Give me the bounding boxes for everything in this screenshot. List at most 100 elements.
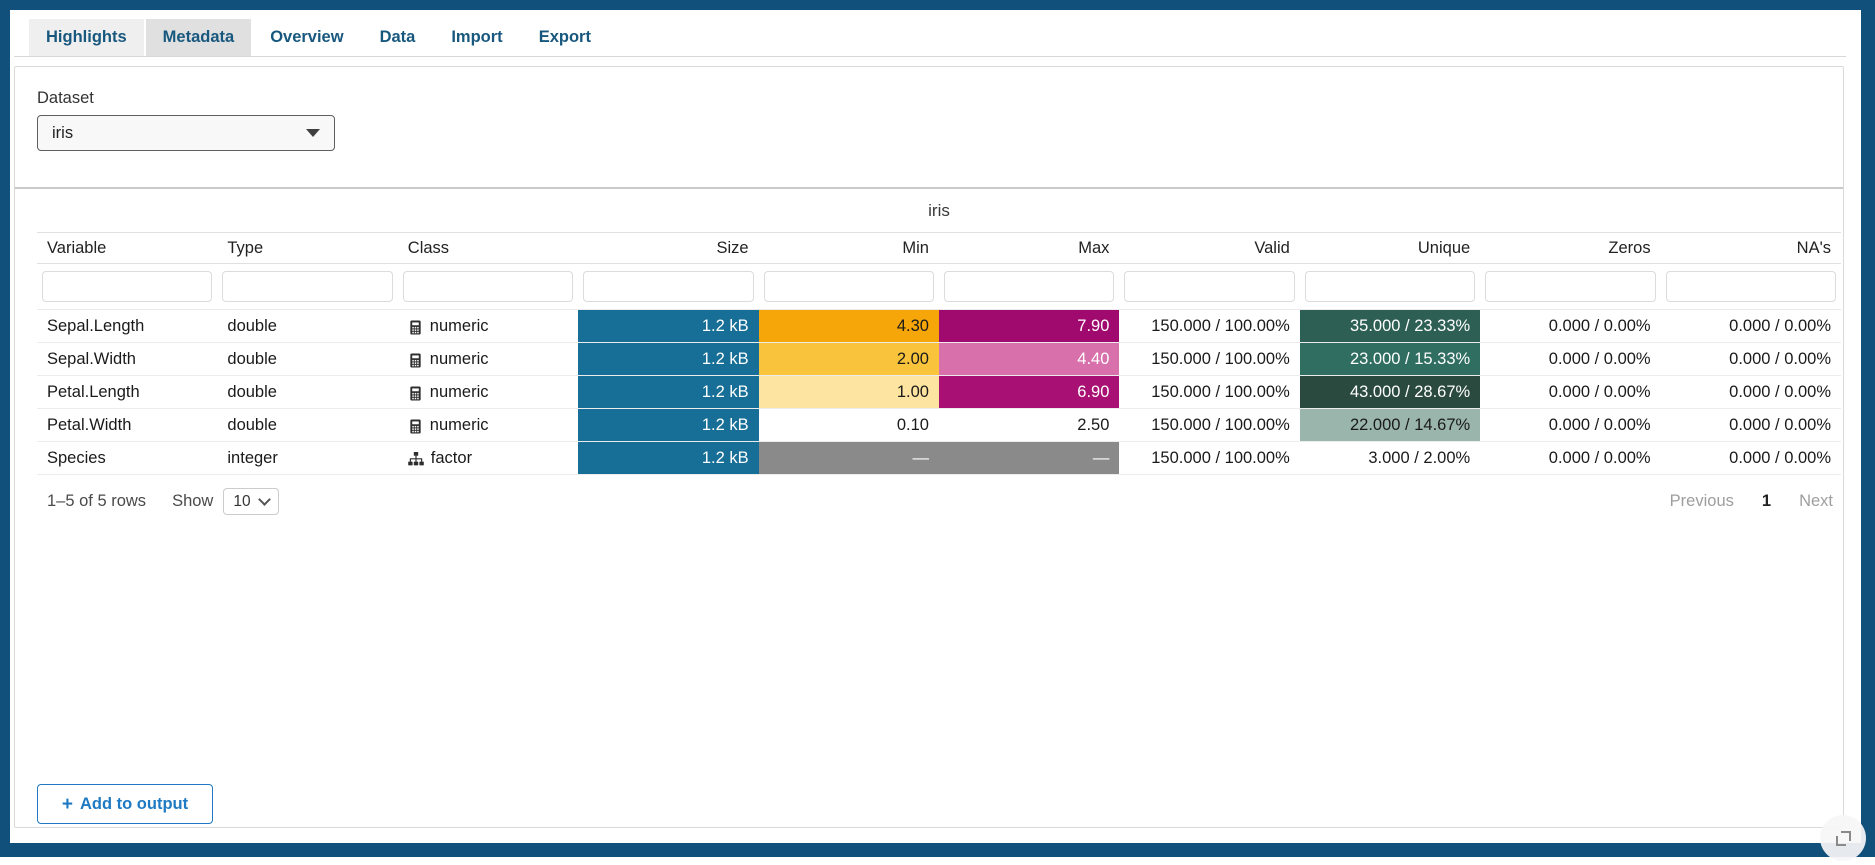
table-header-row: Variable Type Class Size Min Max Valid U… — [37, 232, 1841, 264]
column-header-unique[interactable]: Unique — [1417, 238, 1471, 257]
cell-zeros: 0.000 / 0.00% — [1548, 415, 1651, 434]
filter-input-size[interactable] — [583, 271, 754, 302]
sitemap-icon — [407, 452, 424, 466]
add-to-output-label: Add to output — [79, 794, 189, 813]
cell-variable: Petal.Width — [47, 415, 132, 434]
filter-input-valid[interactable] — [1124, 271, 1295, 302]
cell-class-label: numeric — [429, 382, 489, 401]
cell-valid: 150.000 / 100.00% — [1151, 349, 1290, 368]
column-header-nas[interactable]: NA's — [1796, 238, 1831, 257]
cell-unique: 23.000 / 15.33% — [1299, 343, 1481, 375]
tab-export[interactable]: Export — [538, 28, 591, 46]
cell-min: — — [758, 442, 939, 474]
cell-class-label: factor — [430, 448, 473, 467]
cell-size: 1.2 kB — [578, 409, 759, 441]
cell-size: 1.2 kB — [578, 343, 759, 375]
column-header-min[interactable]: Min — [902, 238, 929, 257]
cell-unique: 22.000 / 14.67% — [1299, 409, 1481, 441]
tab-overview[interactable]: Overview — [270, 28, 344, 46]
cell-size: 1.2 kB — [578, 310, 759, 342]
cell-min: 0.10 — [896, 415, 929, 434]
cell-type: integer — [227, 448, 278, 467]
cell-min: 4.30 — [758, 310, 939, 342]
dropdown-caret-icon — [306, 129, 320, 137]
window-frame-right — [1861, 0, 1875, 857]
filter-input-min[interactable] — [763, 271, 934, 302]
cell-nas: 0.000 / 0.00% — [1729, 415, 1831, 434]
cell-min: 2.00 — [758, 343, 939, 375]
table-row: Petal.Length double numeric 1.2 kB 1.00 … — [37, 376, 1841, 409]
pagination: Previous 1 Next — [1670, 492, 1833, 511]
dataset-select-value: iris — [52, 123, 74, 142]
filter-input-unique[interactable] — [1304, 271, 1476, 302]
cell-class-label: numeric — [429, 316, 489, 335]
column-header-type[interactable]: Type — [227, 238, 264, 257]
cell-type: double — [227, 316, 277, 335]
cell-class: numeric — [398, 376, 578, 408]
section-divider — [15, 187, 1843, 189]
expand-icon — [1835, 830, 1851, 846]
tab-data[interactable]: Data — [379, 28, 416, 46]
table-footer: 1–5 of 5 rows Show 10 Previous 1 Next — [37, 475, 1841, 515]
add-to-output-button[interactable]: + Add to output — [37, 784, 213, 824]
cell-unique: 3.000 / 2.00% — [1368, 448, 1471, 467]
filter-input-max[interactable] — [943, 271, 1115, 302]
cell-min: 1.00 — [758, 376, 939, 408]
cell-variable: Sepal.Length — [47, 316, 145, 335]
cell-valid: 150.000 / 100.00% — [1151, 448, 1290, 467]
cell-size: 1.2 kB — [578, 376, 759, 408]
row-range-text: 1–5 of 5 rows — [47, 492, 147, 510]
filter-input-class[interactable] — [402, 271, 574, 302]
tab-metadata[interactable]: Metadata — [145, 19, 252, 56]
column-header-variable[interactable]: Variable — [47, 238, 107, 257]
next-page-button[interactable]: Next — [1799, 492, 1833, 510]
dataset-select[interactable]: iris — [37, 115, 335, 151]
cell-zeros: 0.000 / 0.00% — [1548, 316, 1651, 335]
cell-type: double — [227, 349, 277, 368]
cell-valid: 150.000 / 100.00% — [1151, 415, 1290, 434]
filter-input-zeros[interactable] — [1485, 271, 1656, 302]
fullscreen-toggle-button[interactable] — [1820, 815, 1866, 861]
column-header-class[interactable]: Class — [407, 238, 450, 257]
cell-valid: 150.000 / 100.00% — [1151, 316, 1290, 335]
cell-class: numeric — [398, 409, 578, 441]
cell-type: double — [227, 415, 277, 434]
calculator-icon — [408, 319, 423, 335]
table-row: Petal.Width double numeric 1.2 kB 0.10 2… — [37, 409, 1841, 442]
tab-bar-divider — [14, 56, 1846, 57]
current-page-number[interactable]: 1 — [1761, 492, 1772, 510]
filter-input-nas[interactable] — [1665, 271, 1836, 302]
table-row: Sepal.Length double numeric 1.2 kB 4.30 … — [37, 310, 1841, 343]
table-filter-row — [37, 264, 1841, 310]
filter-input-variable[interactable] — [42, 271, 213, 302]
metadata-panel: Dataset iris iris Variable Type Class Si… — [14, 66, 1844, 828]
cell-class-label: numeric — [429, 349, 489, 368]
page-size-value: 10 — [233, 492, 251, 510]
window-frame-bottom — [0, 843, 1875, 857]
cell-type: double — [227, 382, 277, 401]
column-header-valid[interactable]: Valid — [1254, 238, 1290, 257]
cell-class: factor — [398, 442, 578, 474]
cell-size: 1.2 kB — [578, 442, 759, 474]
window-frame-top — [0, 0, 1875, 10]
tab-highlights[interactable]: Highlights — [29, 19, 144, 56]
cell-class: numeric — [398, 343, 578, 375]
column-header-zeros[interactable]: Zeros — [1608, 238, 1651, 257]
table-row: Sepal.Width double numeric 1.2 kB 2.00 4… — [37, 343, 1841, 376]
calculator-icon — [408, 352, 423, 368]
previous-page-button[interactable]: Previous — [1669, 492, 1734, 510]
column-header-size[interactable]: Size — [716, 238, 749, 257]
tab-import[interactable]: Import — [451, 28, 503, 46]
plus-icon: + — [61, 793, 73, 815]
calculator-icon — [408, 418, 423, 434]
cell-max: — — [938, 442, 1120, 474]
page-size-select[interactable]: 10 — [223, 488, 279, 515]
cell-unique: 43.000 / 28.67% — [1299, 376, 1481, 408]
metadata-table: iris Variable Type Class Size Min Max Va… — [37, 189, 1841, 515]
tab-bar: Highlights Metadata Overview Data Import… — [29, 19, 608, 56]
column-header-max[interactable]: Max — [1078, 238, 1110, 257]
chevron-down-icon — [257, 493, 271, 506]
filter-input-type[interactable] — [222, 271, 393, 302]
window-frame-left — [0, 0, 10, 857]
cell-nas: 0.000 / 0.00% — [1729, 382, 1831, 401]
